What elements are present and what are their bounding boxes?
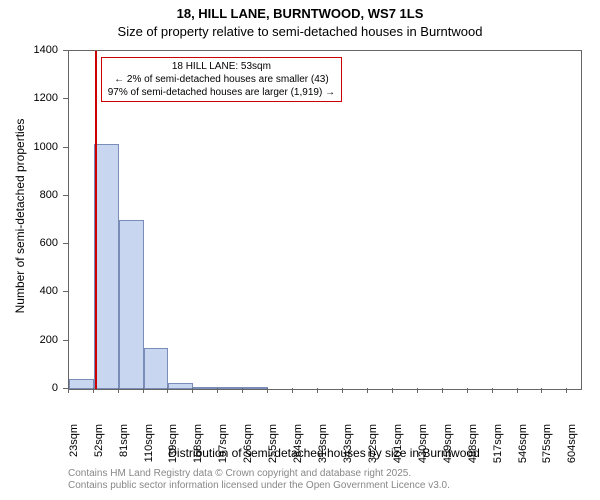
x-tick-mark [342,388,343,393]
footer-line2: Contains public sector information licen… [68,480,450,492]
y-tick-mark [63,147,68,148]
y-tick-label: 1400 [0,44,58,56]
annotation-line1: 18 HILL LANE: 53sqm [108,60,335,73]
histogram-bar [193,387,218,389]
x-tick-mark [192,388,193,393]
histogram-bar [218,387,243,389]
y-tick-label: 400 [0,285,58,297]
x-tick-label: 139sqm [167,424,179,474]
x-tick-mark [367,388,368,393]
x-tick-label: 284sqm [292,424,304,474]
histogram-bar [144,348,169,389]
x-tick-mark [68,388,69,393]
x-tick-mark [442,388,443,393]
y-tick-label: 1000 [0,141,58,153]
x-tick-label: 372sqm [367,424,379,474]
x-tick-mark [93,388,94,393]
x-tick-label: 313sqm [317,424,329,474]
y-tick-mark [63,98,68,99]
histogram-bar [168,383,193,389]
y-tick-mark [63,243,68,244]
x-tick-label: 488sqm [467,424,479,474]
histogram-bar [94,144,119,389]
y-tick-label: 0 [0,382,58,394]
y-tick-label: 200 [0,334,58,346]
histogram-bar [69,379,94,389]
x-tick-label: 81sqm [118,424,130,474]
x-tick-label: 110sqm [143,424,155,474]
chart-title-line1: 18, HILL LANE, BURNTWOOD, WS7 1LS [0,6,600,21]
x-tick-mark [267,388,268,393]
x-tick-label: 343sqm [342,424,354,474]
x-tick-mark [566,388,567,393]
chart-title-line2: Size of property relative to semi-detach… [0,24,600,39]
x-tick-label: 459sqm [442,424,454,474]
y-tick-mark [63,340,68,341]
x-tick-label: 197sqm [217,424,229,474]
y-tick-mark [63,50,68,51]
histogram-bar [243,387,268,389]
annotation-box: 18 HILL LANE: 53sqm ← 2% of semi-detache… [101,57,342,102]
x-tick-label: 168sqm [192,424,204,474]
x-tick-mark [317,388,318,393]
x-tick-mark [167,388,168,393]
x-tick-label: 23sqm [68,424,80,474]
x-tick-mark [467,388,468,393]
x-tick-mark [517,388,518,393]
x-tick-mark [417,388,418,393]
histogram-bar [119,220,144,389]
x-tick-mark [217,388,218,393]
y-tick-label: 600 [0,237,58,249]
x-tick-label: 430sqm [417,424,429,474]
x-tick-mark [292,388,293,393]
x-tick-mark [143,388,144,393]
x-tick-label: 226sqm [242,424,254,474]
reference-line [95,51,97,389]
x-tick-mark [392,388,393,393]
plot-area: 18 HILL LANE: 53sqm ← 2% of semi-detache… [68,50,582,390]
x-tick-mark [118,388,119,393]
y-tick-mark [63,291,68,292]
x-tick-label: 401sqm [392,424,404,474]
y-tick-mark [63,195,68,196]
x-tick-label: 546sqm [517,424,529,474]
y-axis-label: Number of semi-detached properties [13,66,27,366]
x-tick-label: 604sqm [566,424,578,474]
annotation-line2: ← 2% of semi-detached houses are smaller… [108,73,335,86]
x-tick-label: 517sqm [492,424,504,474]
chart-container: 18, HILL LANE, BURNTWOOD, WS7 1LS Size o… [0,0,600,500]
y-tick-label: 1200 [0,92,58,104]
x-tick-label: 52sqm [93,424,105,474]
y-tick-label: 800 [0,189,58,201]
x-tick-label: 255sqm [267,424,279,474]
annotation-line3: 97% of semi-detached houses are larger (… [108,86,335,99]
x-tick-mark [242,388,243,393]
x-tick-mark [541,388,542,393]
x-tick-mark [492,388,493,393]
x-tick-label: 575sqm [541,424,553,474]
